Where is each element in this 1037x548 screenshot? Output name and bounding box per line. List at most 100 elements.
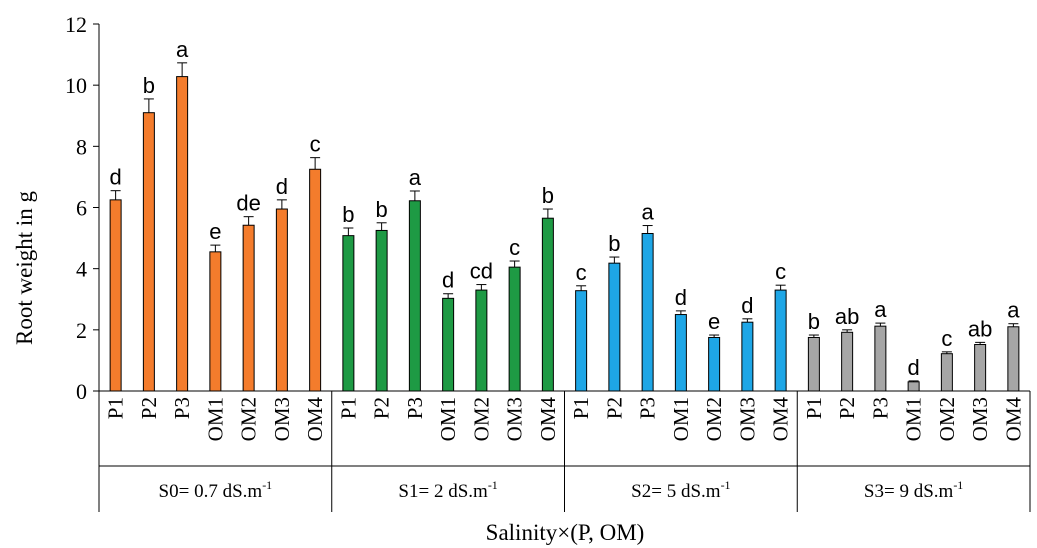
category-label: P2 [137,397,161,419]
significance-letter: b [376,197,388,222]
category-label: P2 [370,397,394,419]
group-label-superscript: -1 [488,478,498,492]
bar [541,217,554,392]
group-label-main: S2= 5 dS.m [631,481,721,502]
significance-letter: d [908,355,920,380]
significance-letter: b [542,183,554,208]
y-tick-label: 0 [76,379,87,404]
bar [841,331,854,392]
category-label: OM1 [902,397,926,441]
group-label: S2= 5 dS.m-1 [631,478,730,502]
category-label: P2 [602,397,626,419]
y-tick-label: 12 [65,12,87,37]
group-label-main: S0= 0.7 dS.m [159,481,263,502]
bar [176,76,189,392]
bar [309,168,322,392]
significance-letter: ab [968,316,992,341]
group-label-superscript: -1 [721,478,731,492]
category-label: OM3 [735,397,759,441]
bar [774,289,787,392]
group-label: S0= 0.7 dS.m-1 [159,478,273,502]
bar [275,208,288,392]
category-label: OM4 [303,397,327,442]
bar [940,353,953,392]
group-label-main: S1= 2 dS.m [398,481,488,502]
category-label: P1 [336,397,360,419]
significance-letter: cd [470,259,493,284]
category-label: P2 [835,397,859,419]
category-label: OM2 [935,397,959,441]
group-label: S3= 9 dS.m-1 [864,478,963,502]
category-label: P3 [170,397,194,419]
bar-group: b ab adc aba [807,297,1020,392]
significance-letter: d [675,285,687,310]
group-label-main: S3= 9 dS.m [864,481,954,502]
category-label: OM4 [769,397,793,442]
category-label: P1 [569,397,593,419]
category-label: P3 [403,397,427,419]
significance-letter: c [509,235,520,260]
group-label-superscript: -1 [953,478,963,492]
category-label: P3 [636,397,660,419]
bar [907,381,920,392]
category-label: OM1 [669,397,693,441]
bar [641,232,654,392]
significance-letter: a [1007,298,1020,323]
significance-letter: e [209,219,221,244]
category-label: OM4 [536,397,560,442]
group-label: S1= 2 dS.m-1 [398,478,497,502]
significance-letter: c [576,260,587,285]
significance-letter: b [342,202,354,227]
category-label: OM1 [436,397,460,441]
significance-letter: e [708,309,720,334]
y-axis: 0 2 4 6 8 10 12 [65,12,100,404]
category-label: OM3 [503,397,527,441]
bar [475,289,488,392]
bar [242,224,255,392]
group-label-superscript: -1 [262,478,272,492]
significance-letter: a [409,165,422,190]
bar [442,297,455,392]
category-label: P3 [868,397,892,419]
y-tick-label: 8 [76,134,87,159]
bar [375,229,388,392]
significance-letter: c [775,259,786,284]
bar [342,235,355,392]
significance-letter: b [608,231,620,256]
category-label: P1 [104,397,128,419]
y-tick-label: 10 [65,73,87,98]
y-axis-title: Root weight in g [12,191,37,345]
category-label: OM2 [702,397,726,441]
significance-letter: a [642,200,655,225]
category-label: OM3 [270,397,294,441]
bar [807,336,820,392]
bar [608,262,621,392]
bar [408,200,421,392]
significance-letter: b [808,309,820,334]
significance-letter: c [941,326,952,351]
bar [1007,326,1020,392]
y-tick-label: 6 [76,196,87,221]
bar [674,314,687,392]
significance-letter: a [176,37,189,62]
category-label: P1 [802,397,826,419]
y-tick-label: 4 [76,257,87,282]
x-axis-title: Salinity×(P, OM) [486,520,645,545]
significance-letter: de [236,191,260,216]
significance-letter: a [874,297,887,322]
significance-letter: d [741,293,753,318]
category-label: OM1 [203,397,227,441]
significance-letter: d [110,165,122,190]
category-label: OM2 [237,397,261,441]
bar [508,266,521,392]
bar [109,199,122,392]
category-label: OM4 [1001,397,1025,442]
bar [708,336,721,392]
significance-letter: d [442,268,454,293]
bar [575,290,588,392]
